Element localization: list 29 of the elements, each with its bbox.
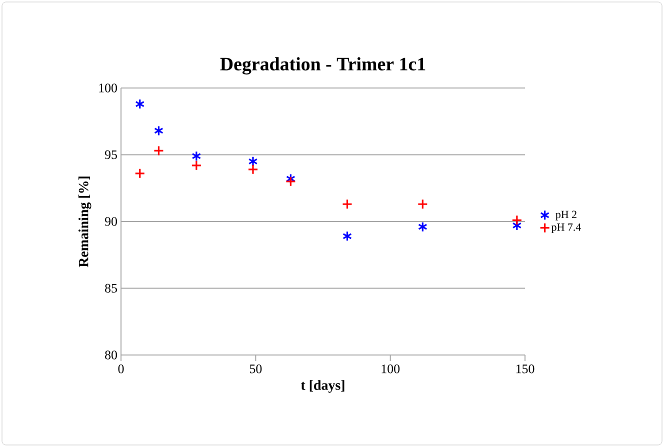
x-tick-label: 0 xyxy=(118,364,124,374)
point xyxy=(512,220,522,231)
x-tick-label: 150 xyxy=(516,364,534,374)
y-tick-label: 85 xyxy=(105,284,117,293)
chart-title: Degradation - Trimer 1c1 xyxy=(220,57,426,74)
y-tick-label: 100 xyxy=(99,84,117,92)
point xyxy=(342,230,352,242)
y-axis-title: Remaining [%] xyxy=(78,176,92,268)
point xyxy=(191,160,202,171)
point xyxy=(153,145,164,156)
point xyxy=(512,214,522,226)
point xyxy=(418,222,428,232)
y-tick-label: 95 xyxy=(104,150,117,160)
x-axis-title: t [days] xyxy=(300,380,344,393)
point xyxy=(342,198,353,210)
legend-label: pH 7.4 xyxy=(551,224,581,234)
point xyxy=(417,198,428,210)
y-tick-label: 80 xyxy=(105,350,117,360)
legend-label: pH 2 xyxy=(556,210,576,220)
point xyxy=(135,98,145,110)
point xyxy=(192,150,202,162)
point xyxy=(154,125,164,136)
y-tick-label: 90 xyxy=(104,217,117,226)
point xyxy=(248,164,258,175)
point xyxy=(248,156,258,167)
point xyxy=(285,176,296,187)
x-tick-label: 50 xyxy=(250,364,262,374)
point xyxy=(134,168,146,179)
x-tick-label: 100 xyxy=(382,364,400,374)
